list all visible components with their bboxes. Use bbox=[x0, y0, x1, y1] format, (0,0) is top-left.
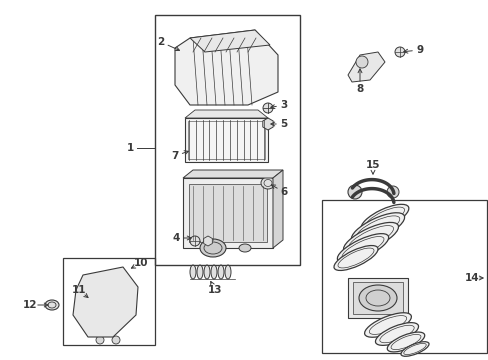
Text: 11: 11 bbox=[72, 285, 86, 295]
Polygon shape bbox=[190, 30, 269, 52]
Ellipse shape bbox=[333, 246, 377, 270]
Text: 15: 15 bbox=[365, 160, 380, 170]
Bar bbox=[183, 178, 272, 248]
Polygon shape bbox=[347, 52, 384, 82]
Ellipse shape bbox=[261, 177, 274, 189]
Ellipse shape bbox=[92, 311, 116, 329]
Polygon shape bbox=[203, 236, 212, 246]
Text: 14: 14 bbox=[464, 273, 478, 283]
Ellipse shape bbox=[386, 332, 424, 352]
Text: 7: 7 bbox=[171, 151, 178, 161]
Bar bbox=[321, 200, 486, 353]
Ellipse shape bbox=[337, 234, 388, 262]
Polygon shape bbox=[73, 267, 138, 337]
Bar bbox=[155, 15, 299, 265]
Text: 2: 2 bbox=[157, 37, 164, 47]
Text: 8: 8 bbox=[356, 84, 363, 94]
Circle shape bbox=[394, 47, 404, 57]
Ellipse shape bbox=[358, 285, 396, 311]
Ellipse shape bbox=[210, 265, 217, 279]
Polygon shape bbox=[175, 30, 278, 105]
Text: 6: 6 bbox=[280, 187, 287, 197]
Text: 9: 9 bbox=[416, 45, 423, 55]
Ellipse shape bbox=[239, 244, 250, 252]
Circle shape bbox=[347, 185, 361, 199]
Text: 1: 1 bbox=[126, 143, 133, 153]
Text: 5: 5 bbox=[280, 119, 287, 129]
Text: 12: 12 bbox=[23, 300, 37, 310]
Ellipse shape bbox=[197, 265, 203, 279]
Ellipse shape bbox=[200, 239, 225, 257]
Ellipse shape bbox=[183, 64, 205, 92]
Bar bbox=[347, 278, 407, 318]
Circle shape bbox=[355, 56, 367, 68]
Circle shape bbox=[112, 336, 120, 344]
Ellipse shape bbox=[45, 300, 59, 310]
Ellipse shape bbox=[203, 265, 209, 279]
Text: 10: 10 bbox=[134, 258, 148, 268]
Polygon shape bbox=[183, 170, 283, 178]
Ellipse shape bbox=[351, 213, 404, 243]
Bar bbox=[184, 118, 267, 162]
Text: 3: 3 bbox=[280, 100, 287, 110]
Ellipse shape bbox=[375, 323, 418, 345]
Bar bbox=[63, 258, 155, 345]
Ellipse shape bbox=[224, 265, 230, 279]
Circle shape bbox=[190, 236, 200, 246]
Ellipse shape bbox=[101, 283, 119, 297]
Text: 13: 13 bbox=[207, 285, 222, 295]
Polygon shape bbox=[272, 170, 283, 248]
Text: 4: 4 bbox=[172, 233, 179, 243]
Ellipse shape bbox=[96, 279, 124, 301]
Bar bbox=[187, 121, 264, 159]
Ellipse shape bbox=[364, 313, 410, 337]
Circle shape bbox=[263, 103, 272, 113]
Polygon shape bbox=[184, 110, 267, 118]
Bar bbox=[189, 184, 266, 242]
Ellipse shape bbox=[190, 265, 196, 279]
Ellipse shape bbox=[218, 265, 224, 279]
Circle shape bbox=[386, 186, 398, 198]
Circle shape bbox=[96, 336, 104, 344]
Ellipse shape bbox=[97, 315, 111, 325]
Ellipse shape bbox=[400, 342, 428, 356]
Polygon shape bbox=[262, 118, 273, 130]
Ellipse shape bbox=[343, 222, 398, 253]
Bar bbox=[352, 282, 402, 314]
Ellipse shape bbox=[361, 204, 408, 232]
